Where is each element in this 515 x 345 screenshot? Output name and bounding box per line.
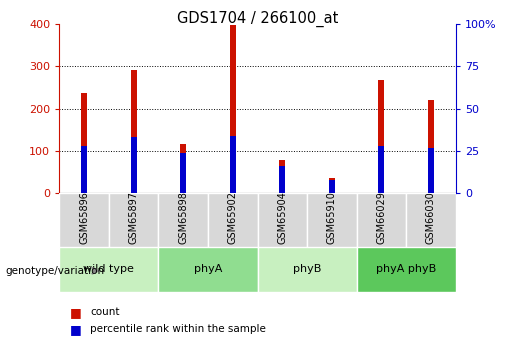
- Text: GSM65898: GSM65898: [178, 191, 188, 244]
- FancyBboxPatch shape: [406, 193, 456, 247]
- Bar: [180, 144, 186, 193]
- Text: GSM65904: GSM65904: [277, 191, 287, 244]
- Bar: [230, 136, 236, 193]
- Text: GDS1704 / 266100_at: GDS1704 / 266100_at: [177, 10, 338, 27]
- Text: GSM65897: GSM65897: [129, 191, 139, 244]
- FancyBboxPatch shape: [356, 193, 406, 247]
- Bar: [81, 93, 87, 193]
- Text: count: count: [90, 307, 119, 317]
- FancyBboxPatch shape: [159, 247, 258, 292]
- FancyBboxPatch shape: [59, 247, 159, 292]
- FancyBboxPatch shape: [258, 193, 307, 247]
- Bar: [428, 100, 434, 193]
- Text: GSM66029: GSM66029: [376, 191, 386, 244]
- Bar: [131, 137, 136, 193]
- FancyBboxPatch shape: [59, 193, 109, 247]
- FancyBboxPatch shape: [159, 193, 208, 247]
- Bar: [279, 160, 285, 193]
- Bar: [180, 152, 186, 193]
- Text: GSM65910: GSM65910: [327, 191, 337, 244]
- Text: percentile rank within the sample: percentile rank within the sample: [90, 325, 266, 334]
- Bar: [81, 146, 87, 193]
- Text: phyA: phyA: [194, 264, 222, 274]
- Text: ■: ■: [70, 323, 81, 336]
- Text: wild type: wild type: [83, 264, 134, 274]
- Text: GSM65902: GSM65902: [228, 191, 238, 244]
- Bar: [279, 166, 285, 193]
- Bar: [379, 80, 384, 193]
- FancyBboxPatch shape: [307, 193, 356, 247]
- FancyBboxPatch shape: [258, 247, 356, 292]
- Bar: [329, 180, 335, 193]
- FancyBboxPatch shape: [109, 193, 159, 247]
- Bar: [230, 26, 236, 193]
- Text: phyA phyB: phyA phyB: [376, 264, 436, 274]
- Bar: [131, 70, 136, 193]
- Bar: [428, 148, 434, 193]
- Text: GSM66030: GSM66030: [426, 191, 436, 244]
- Text: ■: ■: [70, 306, 81, 319]
- Bar: [329, 178, 335, 193]
- FancyBboxPatch shape: [208, 193, 258, 247]
- Text: GSM65896: GSM65896: [79, 191, 89, 244]
- Text: phyB: phyB: [293, 264, 321, 274]
- FancyBboxPatch shape: [356, 247, 456, 292]
- Bar: [379, 146, 384, 193]
- Text: genotype/variation: genotype/variation: [5, 266, 104, 276]
